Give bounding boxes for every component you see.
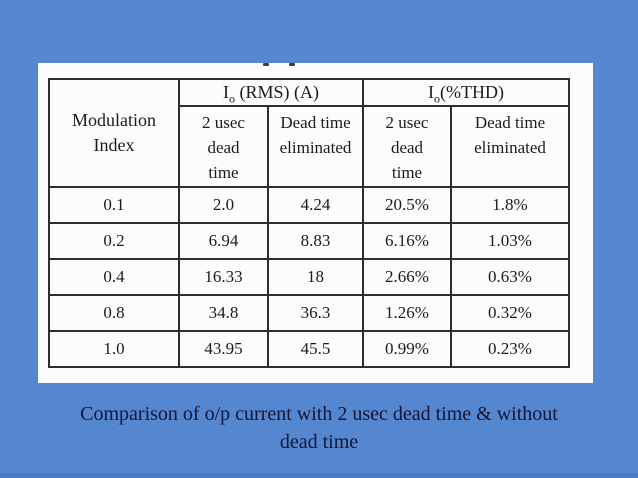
subheader-line: 2 usec — [385, 113, 429, 132]
subheader-line: eliminated — [279, 138, 352, 157]
cell-modulation-index: 1.0 — [48, 330, 180, 368]
cropped-title-remnant — [289, 63, 295, 66]
table-header-group-row: Modulation Index Io (RMS) (A) Io(%THD) — [48, 78, 571, 188]
cell-thd-deadtime: 20.5% — [362, 186, 452, 224]
subheader-line: Dead time — [280, 113, 351, 132]
cell-modulation-index: 0.8 — [48, 294, 180, 332]
content-panel: Modulation Index Io (RMS) (A) Io(%THD) 2… — [38, 63, 593, 383]
header-modulation-index: Modulation Index — [48, 78, 180, 188]
io-symbol: I — [223, 82, 229, 102]
table-row: 0.1 2.0 4.24 20.5% 1.8% — [48, 186, 571, 224]
cell-modulation-index: 0.2 — [48, 222, 180, 260]
cell-rms-deadtime: 2.0 — [178, 186, 269, 224]
cell-thd-eliminated: 1.8% — [449, 186, 571, 224]
cell-rms-deadtime: 34.8 — [178, 294, 269, 332]
subheader-line: dead — [390, 138, 424, 157]
table-subheader-row: 2 usec dead time Dead time eliminated 2 … — [49, 105, 571, 188]
subheader-rms-eliminated: Dead time eliminated — [267, 105, 364, 188]
subheader-line: dead — [207, 138, 240, 157]
cell-thd-deadtime: 6.16% — [362, 222, 452, 260]
subheader-thd-eliminated: Dead time eliminated — [449, 105, 571, 188]
cell-rms-deadtime: 6.94 — [178, 222, 269, 260]
subheader-line: time — [391, 163, 423, 182]
cell-thd-deadtime: 2.66% — [362, 258, 452, 296]
caption-line: Comparison of o/p current with 2 usec de… — [80, 403, 558, 425]
cell-thd-eliminated: 1.03% — [449, 222, 571, 260]
table-row: 0.4 16.33 18 2.66% 0.63% — [48, 258, 571, 296]
cell-rms-deadtime: 43.95 — [178, 330, 269, 368]
cell-thd-deadtime: 1.26% — [362, 294, 452, 332]
cell-rms-eliminated: 36.3 — [267, 294, 364, 332]
header-thd-group: Io(%THD) — [361, 78, 571, 107]
table-row: 0.2 6.94 8.83 6.16% 1.03% — [48, 222, 571, 260]
io-subscript: o — [434, 91, 441, 106]
cell-rms-deadtime: 16.33 — [178, 258, 269, 296]
comparison-table: Modulation Index Io (RMS) (A) Io(%THD) 2… — [48, 78, 571, 368]
subheader-line: time — [208, 163, 239, 182]
header-rms-group: Io (RMS) (A) — [178, 78, 364, 107]
cell-rms-eliminated: 4.24 — [267, 186, 364, 224]
cell-thd-eliminated: 0.63% — [449, 258, 571, 296]
subheader-line: eliminated — [474, 138, 546, 157]
caption-line: dead time — [279, 431, 359, 453]
bottom-edge-strip — [0, 473, 638, 478]
header-line: Modulation — [72, 110, 156, 130]
io-subscript: o — [229, 91, 235, 106]
cropped-title-remnant — [263, 63, 269, 66]
cell-thd-eliminated: 0.32% — [449, 294, 571, 332]
subheader-thd-deadtime: 2 usec dead time — [362, 105, 452, 188]
cell-rms-eliminated: 45.5 — [267, 330, 364, 368]
io-symbol: I — [428, 82, 435, 102]
header-line: Index — [93, 135, 135, 155]
cell-modulation-index: 0.1 — [48, 186, 180, 224]
header-rms-label: (RMS) (A) — [235, 82, 320, 102]
header-thd-label: (%THD) — [440, 82, 504, 102]
subheader-line: Dead time — [474, 113, 546, 132]
cell-rms-eliminated: 18 — [267, 258, 364, 296]
slide-caption: Comparison of o/p current with 2 usec de… — [0, 400, 638, 456]
table-row: 1.0 43.95 45.5 0.99% 0.23% — [48, 330, 571, 368]
subheader-rms-deadtime: 2 usec dead time — [178, 105, 269, 188]
cell-thd-deadtime: 0.99% — [362, 330, 452, 368]
cell-modulation-index: 0.4 — [48, 258, 180, 296]
cell-thd-eliminated: 0.23% — [449, 330, 571, 368]
table-row: 0.8 34.8 36.3 1.26% 0.32% — [48, 294, 571, 332]
cell-rms-eliminated: 8.83 — [267, 222, 364, 260]
subheader-line: 2 usec — [202, 113, 245, 132]
